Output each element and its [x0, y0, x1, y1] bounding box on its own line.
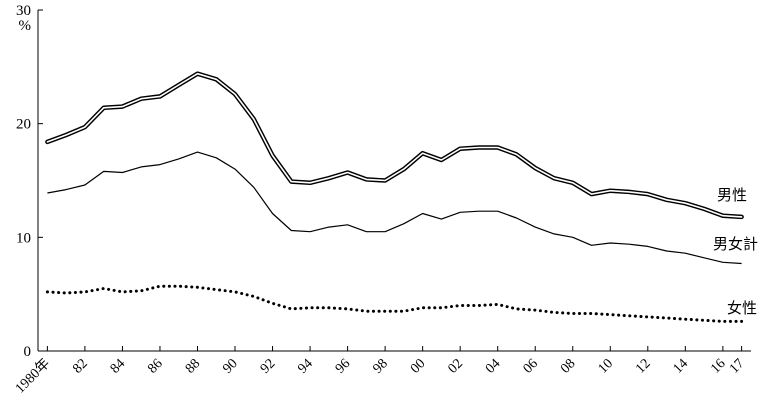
y-unit-label: %: [19, 18, 32, 34]
x-tick-label: 90: [220, 356, 241, 377]
series-line-path: [45, 284, 744, 323]
x-tick-label: 88: [183, 356, 204, 377]
series-line-outer: [45, 71, 744, 220]
x-tick-label: 14: [671, 356, 692, 377]
x-tick-label: 06: [521, 356, 542, 377]
x-tick-label: 1980年: [12, 356, 53, 397]
y-tick-label: 0: [24, 344, 32, 360]
x-tick-label: 92: [258, 356, 279, 377]
x-tick-label: 12: [633, 356, 654, 377]
y-tick-label: 30: [16, 3, 31, 19]
x-tick-label: 08: [558, 356, 579, 377]
x-tick-label: 94: [295, 356, 316, 377]
y-ticks: 0 10 20 30: [16, 3, 43, 360]
series-line-path: [47, 151, 742, 265]
x-tick-label: 17: [727, 356, 748, 377]
y-tick-label: 20: [16, 117, 31, 133]
y-tick-label: 10: [16, 230, 31, 246]
x-tick-label: 82: [70, 356, 91, 377]
series-label: 女性: [727, 299, 757, 317]
x-tick-label: 04: [483, 356, 504, 377]
x-tick-label: 96: [333, 356, 354, 377]
series-line-2: [45, 284, 744, 323]
series-group: [45, 71, 744, 323]
series-line-inner: [46, 72, 743, 218]
x-ticks: 1980年 82 84 86 88 90 92 94 96 98 00 02 04 06 08 10 12 14 1…: [12, 346, 747, 397]
x-tick-label: 98: [370, 356, 391, 377]
series-label: 男女計: [713, 235, 758, 253]
x-tick-label: 84: [108, 356, 129, 377]
x-tick-label: 02: [445, 356, 466, 377]
x-tick-label: 16: [708, 356, 729, 377]
axes: [37, 10, 751, 352]
x-tick-label: 86: [145, 356, 166, 377]
series-line-1: [47, 151, 742, 265]
x-tick-label: 10: [596, 356, 617, 377]
x-tick-label: 00: [408, 356, 429, 377]
series-label: 男性: [717, 186, 747, 204]
series-line-0: [45, 71, 744, 220]
